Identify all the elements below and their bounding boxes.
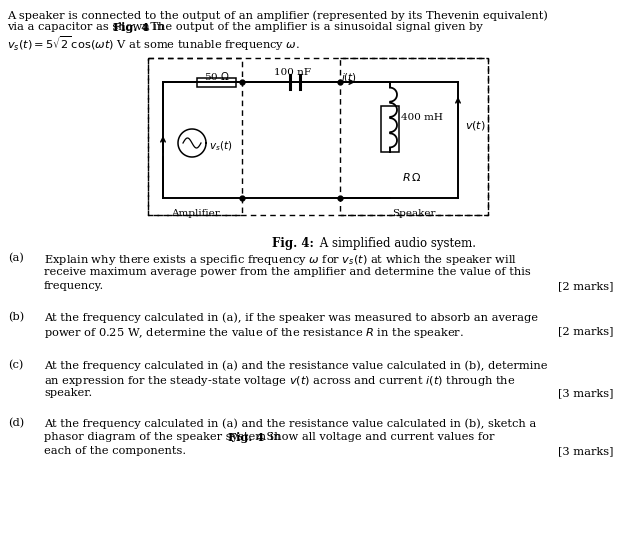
- Text: receive maximum average power from the amplifier and determine the value of this: receive maximum average power from the a…: [44, 267, 531, 277]
- Text: Fig. 4:: Fig. 4:: [272, 237, 314, 250]
- Text: power of 0.25 W, determine the value of the resistance $R$ in the speaker.: power of 0.25 W, determine the value of …: [44, 326, 464, 340]
- Text: A simplified audio system.: A simplified audio system.: [316, 237, 476, 250]
- Text: phasor diagram of the speaker system in: phasor diagram of the speaker system in: [44, 432, 284, 442]
- Bar: [197, 77, 236, 87]
- Text: $v_s(t)$: $v_s(t)$: [209, 139, 233, 153]
- Text: At the frequency calculated in (a) and the resistance value calculated in (b), d: At the frequency calculated in (a) and t…: [44, 360, 547, 371]
- Text: [2 marks]: [2 marks]: [559, 326, 614, 336]
- Text: via a capacitor as shown in: via a capacitor as shown in: [7, 22, 168, 32]
- Bar: [381, 106, 399, 152]
- Text: Fig. 4: Fig. 4: [228, 432, 264, 443]
- Text: each of the components.: each of the components.: [44, 446, 186, 456]
- Text: (d): (d): [8, 418, 24, 428]
- Text: (c): (c): [8, 360, 24, 370]
- Text: (b): (b): [8, 312, 24, 322]
- Text: [2 marks]: [2 marks]: [559, 281, 614, 291]
- Text: frequency.: frequency.: [44, 281, 104, 291]
- Text: $v_s(t) = 5\sqrt{2}\,\cos(\omega t)$ V at some tunable frequency $\omega$.: $v_s(t) = 5\sqrt{2}\,\cos(\omega t)$ V a…: [7, 34, 300, 53]
- Text: 50 $\Omega$: 50 $\Omega$: [203, 70, 230, 82]
- Text: Fig. 4: Fig. 4: [113, 22, 149, 33]
- Text: an expression for the steady-state voltage $v(t)$ across and current $i(t)$ thro: an expression for the steady-state volta…: [44, 374, 516, 388]
- Text: $i(t)$: $i(t)$: [341, 71, 357, 84]
- Text: $v(t)$: $v(t)$: [465, 119, 486, 132]
- Text: . Show all voltage and current values for: . Show all voltage and current values fo…: [259, 432, 494, 442]
- Text: Speaker: Speaker: [392, 209, 436, 218]
- Text: (a): (a): [8, 253, 24, 263]
- Text: 100 nF: 100 nF: [274, 68, 312, 77]
- Text: [3 marks]: [3 marks]: [559, 446, 614, 456]
- Text: At the frequency calculated in (a) and the resistance value calculated in (b), s: At the frequency calculated in (a) and t…: [44, 418, 536, 429]
- Text: At the frequency calculated in (a), if the speaker was measured to absorb an ave: At the frequency calculated in (a), if t…: [44, 312, 538, 323]
- Text: . The output of the amplifier is a sinusoidal signal given by: . The output of the amplifier is a sinus…: [143, 22, 483, 32]
- Text: $R\,\Omega$: $R\,\Omega$: [402, 171, 422, 183]
- Text: A speaker is connected to the output of an amplifier (represented by its Theveni: A speaker is connected to the output of …: [7, 10, 548, 20]
- Text: speaker.: speaker.: [44, 388, 92, 398]
- Text: Explain why there exists a specific frequency $\omega$ for $v_s(t)$ at which the: Explain why there exists a specific freq…: [44, 253, 517, 267]
- Text: Amplifier: Amplifier: [170, 209, 220, 218]
- Text: [3 marks]: [3 marks]: [559, 388, 614, 398]
- Text: 400 mH: 400 mH: [401, 113, 443, 122]
